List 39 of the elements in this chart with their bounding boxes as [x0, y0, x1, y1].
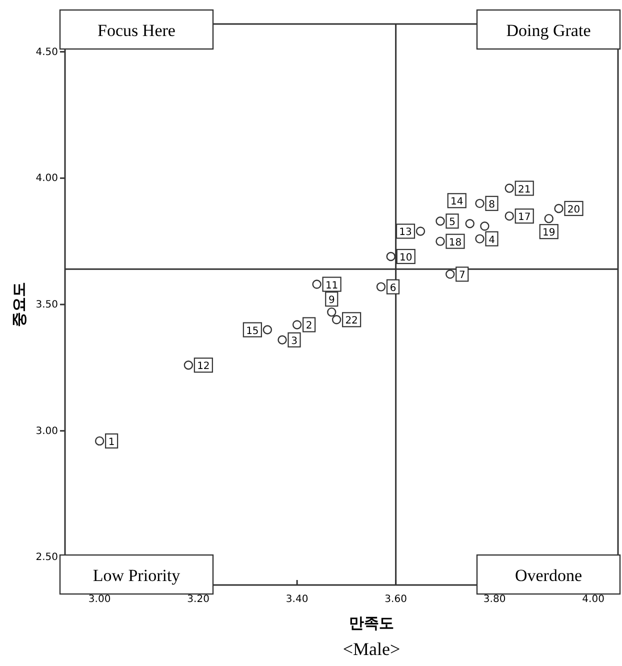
annotation: 9	[328, 295, 335, 306]
x-tick-label: 3.60	[384, 594, 407, 605]
x-tick-label: 3.00	[88, 594, 111, 605]
annotation: 22	[345, 316, 358, 327]
annotation: 8	[488, 199, 495, 210]
annotation: 15	[246, 326, 259, 337]
y-tick-label: 2.50	[36, 552, 58, 564]
x-axis-title: 만족도	[349, 614, 394, 632]
annotation: 18	[448, 237, 462, 248]
x-tick-label: 3.40	[286, 594, 308, 605]
annotation: 4	[488, 234, 495, 246]
text: <Male>	[342, 639, 400, 659]
y-tick-label: 4.50	[36, 46, 58, 58]
annotation: Low Priority	[92, 566, 181, 585]
y-tick-label: 3.50	[36, 300, 58, 310]
annotation: 17	[518, 212, 531, 224]
y-tick-label: 4.00	[36, 173, 58, 184]
annotation: 7	[458, 270, 466, 282]
annotation: 20	[567, 204, 580, 216]
annotation: 12	[197, 361, 210, 372]
annotation: 3	[291, 336, 298, 347]
y-tick-label: 3.00	[36, 426, 58, 437]
annotation: 5	[449, 217, 456, 228]
annotation: 14	[450, 196, 464, 208]
x-tick-label: 3.80	[483, 594, 506, 605]
annotation: 13	[399, 227, 412, 238]
annotation: 11	[325, 280, 338, 292]
annotation: Doing Grate	[506, 21, 591, 40]
x-tick-label: 4.00	[582, 594, 604, 605]
annotation: 1	[108, 436, 115, 448]
annotation: 19	[542, 228, 556, 239]
annotation: 2	[306, 320, 312, 332]
y-axis-title: 중요도	[10, 282, 28, 327]
annotation: Focus Here	[98, 21, 176, 40]
annotation: Overdone	[514, 566, 582, 585]
annotation: 6	[390, 282, 396, 294]
annotation: 10	[400, 252, 412, 264]
annotation: 21	[518, 184, 531, 196]
x-tick-label: 3.20	[187, 594, 210, 605]
